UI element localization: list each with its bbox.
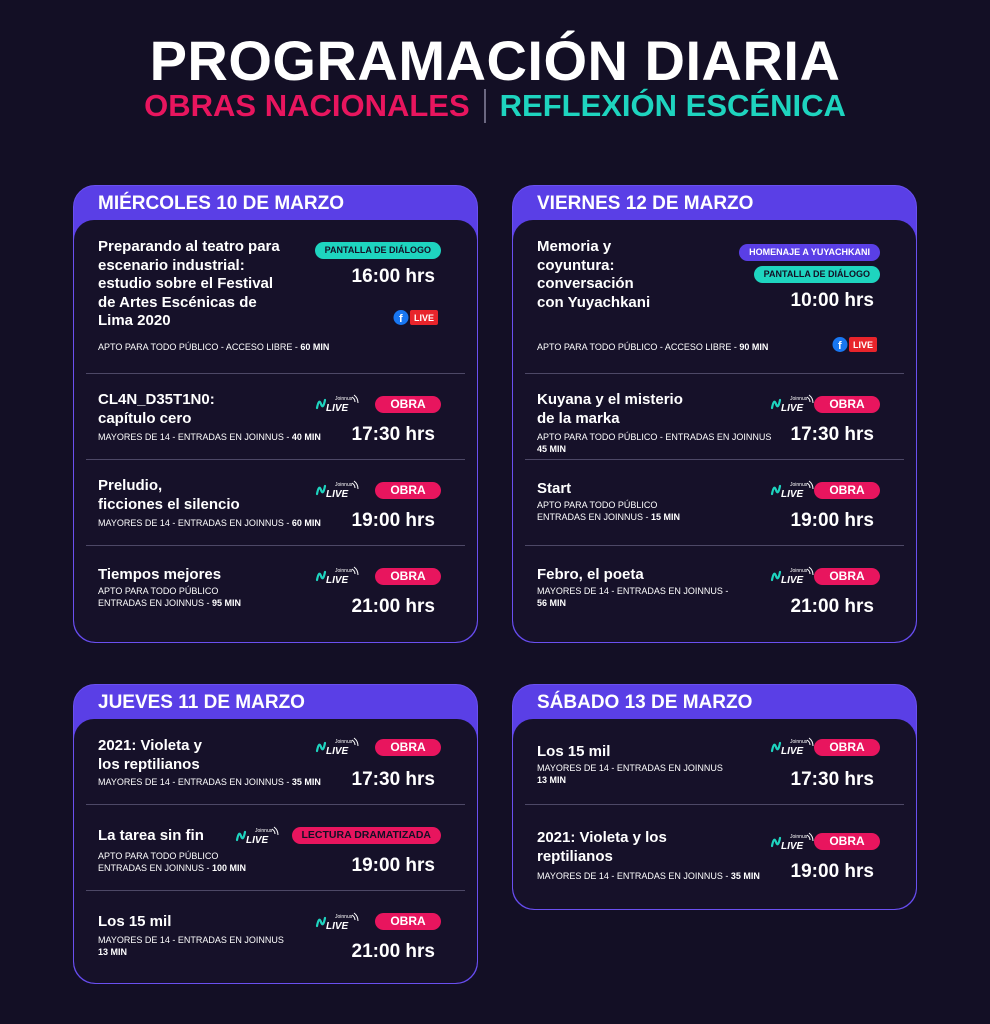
event-item: Kuyana y el misterio de la marka OBRA AP… — [525, 374, 904, 460]
joinnus-live-icon — [315, 912, 360, 932]
event-item: Start OBRA APTO PARA TODO PÚBLICO ENTRAD… — [525, 460, 904, 546]
day-card-thursday: JUEVES 11 DE MARZO 2021: Violeta y los r… — [73, 684, 478, 984]
joinnus-live-icon — [315, 566, 360, 586]
event-info: MAYORES DE 14 - ENTRADAS EN JOINNUS - 35… — [537, 871, 760, 881]
event-info: APTO PARA TODO PÚBLICO - ENTRADAS EN JOI… — [537, 432, 772, 454]
event-tag: OBRA — [375, 482, 441, 499]
event-tag: PANTALLA DE DIÁLOGO — [314, 242, 441, 259]
event-time: 10:00 hrs — [790, 290, 874, 311]
joinnus-live-icon — [770, 566, 815, 586]
event-item: 2021: Violeta y los reptilianos OBRA MAY… — [525, 805, 904, 905]
event-time: 17:30 hrs — [351, 424, 435, 445]
subtitle-reflexion-escenica: REFLEXIÓN ESCÉNICA — [499, 88, 846, 123]
day-schedule: Preparando al teatro para escenario indu… — [74, 220, 477, 642]
day-header: JUEVES 11 DE MARZO — [98, 692, 305, 713]
event-info: MAYORES DE 14 - ENTRADAS EN JOINNUS 13 M… — [98, 935, 284, 957]
event-item: CL4N_D35T1N0: capítulo cero OBRA MAYORES… — [86, 374, 465, 460]
event-item: Memoria y coyuntura: conversación con Yu… — [525, 220, 904, 374]
event-item: La tarea sin fin LECTURA DRAMATIZADA APT… — [86, 805, 465, 891]
joinnus-live-icon — [770, 832, 815, 852]
event-title: CL4N_D35T1N0: capítulo cero — [98, 391, 215, 427]
day-header: VIERNES 12 DE MARZO — [537, 193, 754, 214]
event-title: Kuyana y el misterio de la marka — [537, 391, 683, 427]
event-info: APTO PARA TODO PÚBLICO - ACCESO LIBRE - … — [537, 342, 769, 352]
event-info: MAYORES DE 14 - ENTRADAS EN JOINNUS 13 M… — [537, 763, 723, 785]
day-card-saturday: SÁBADO 13 DE MARZO Los 15 mil OBRA MAYOR… — [512, 684, 917, 910]
joinnus-live-icon — [235, 826, 280, 846]
day-schedule: 2021: Violeta y los reptilianos OBRA MAY… — [74, 719, 477, 983]
event-tag: OBRA — [814, 396, 880, 413]
joinnus-live-icon — [770, 480, 815, 500]
event-item: Preparando al teatro para escenario indu… — [86, 220, 465, 374]
joinnus-live-icon — [315, 737, 360, 757]
event-tag: OBRA — [375, 396, 441, 413]
day-card-wednesday: MIÉRCOLES 10 DE MARZO Preparando al teat… — [73, 185, 478, 643]
event-time: 16:00 hrs — [351, 266, 435, 287]
event-info: APTO PARA TODO PÚBLICO - ACCESO LIBRE - … — [98, 342, 330, 352]
event-time: 19:00 hrs — [351, 510, 435, 531]
facebook-live-icon — [832, 337, 877, 352]
event-tag: OBRA — [375, 913, 441, 930]
event-title: Febro, el poeta — [537, 566, 644, 583]
event-title: Preludio, ficciones el silencio — [98, 477, 240, 513]
day-schedule: Los 15 mil OBRA MAYORES DE 14 - ENTRADAS… — [513, 719, 916, 909]
event-item: Los 15 mil OBRA MAYORES DE 14 - ENTRADAS… — [525, 719, 904, 805]
event-tag-secondary: PANTALLA DE DIÁLOGO — [753, 266, 880, 283]
subtitle-obras-nacionales: OBRAS NACIONALES — [144, 88, 470, 123]
event-title: Tiempos mejores — [98, 566, 222, 583]
event-time: 17:30 hrs — [790, 769, 874, 790]
event-tag: OBRA — [814, 482, 880, 499]
event-tag: OBRA — [375, 568, 441, 585]
event-title: 2021: Violeta y los reptilianos — [98, 737, 202, 773]
event-time: 21:00 hrs — [790, 596, 874, 617]
event-time: 19:00 hrs — [790, 510, 874, 531]
event-title: Memoria y coyuntura: conversación con Yu… — [537, 238, 651, 311]
event-time: 21:00 hrs — [351, 941, 435, 962]
event-time: 21:00 hrs — [351, 596, 435, 617]
event-tag: HOMENAJE A YUYACHKANI — [739, 244, 880, 261]
event-title: Los 15 mil — [98, 913, 172, 930]
facebook-live-icon — [393, 310, 438, 325]
joinnus-live-icon — [315, 394, 360, 414]
event-title: Preparando al teatro para escenario indu… — [98, 238, 280, 329]
day-header: MIÉRCOLES 10 DE MARZO — [98, 193, 344, 214]
event-item: Preludio, ficciones el silencio OBRA MAY… — [86, 460, 465, 546]
day-schedule: Memoria y coyuntura: conversación con Yu… — [513, 220, 916, 642]
event-info: APTO PARA TODO PÚBLICO ENTRADAS EN JOINN… — [537, 500, 681, 522]
event-item: Tiempos mejores OBRA APTO PARA TODO PÚBL… — [86, 546, 465, 642]
event-tag: OBRA — [375, 739, 441, 756]
event-title: Start — [537, 480, 572, 497]
event-title: 2021: Violeta y los reptilianos — [537, 829, 667, 865]
joinnus-live-icon — [770, 737, 815, 757]
event-info: MAYORES DE 14 - ENTRADAS EN JOINNUS - 40… — [98, 432, 321, 442]
day-header: SÁBADO 13 DE MARZO — [537, 692, 753, 713]
event-title: Los 15 mil — [537, 743, 611, 760]
event-tag: LECTURA DRAMATIZADA — [291, 827, 441, 844]
event-info: APTO PARA TODO PÚBLICO ENTRADAS EN JOINN… — [98, 851, 247, 873]
event-time: 17:30 hrs — [790, 424, 874, 445]
event-item: Febro, el poeta OBRA MAYORES DE 14 - ENT… — [525, 546, 904, 642]
day-card-friday: VIERNES 12 DE MARZO Memoria y coyuntura:… — [512, 185, 917, 643]
joinnus-live-icon — [770, 394, 815, 414]
event-time: 19:00 hrs — [351, 855, 435, 876]
event-info: MAYORES DE 14 - ENTRADAS EN JOINNUS - 35… — [98, 777, 321, 787]
event-tag: OBRA — [814, 568, 880, 585]
joinnus-live-icon — [315, 480, 360, 500]
event-time: 17:30 hrs — [351, 769, 435, 790]
event-tag: OBRA — [814, 833, 880, 850]
page-subtitle: OBRAS NACIONALES REFLEXIÓN ESCÉNICA — [0, 88, 990, 124]
subtitle-divider — [483, 89, 486, 123]
event-info: APTO PARA TODO PÚBLICO ENTRADAS EN JOINN… — [98, 586, 242, 608]
event-item: 2021: Violeta y los reptilianos OBRA MAY… — [86, 719, 465, 805]
page-title: PROGRAMACIÓN DIARIA — [149, 29, 841, 92]
event-info: MAYORES DE 14 - ENTRADAS EN JOINNUS - 56… — [537, 586, 729, 608]
event-info: MAYORES DE 14 - ENTRADAS EN JOINNUS - 60… — [98, 518, 321, 528]
event-title: La tarea sin fin — [98, 827, 204, 844]
event-time: 19:00 hrs — [790, 861, 874, 882]
event-tag: OBRA — [814, 739, 880, 756]
event-item: Los 15 mil OBRA MAYORES DE 14 - ENTRADAS… — [86, 891, 465, 983]
